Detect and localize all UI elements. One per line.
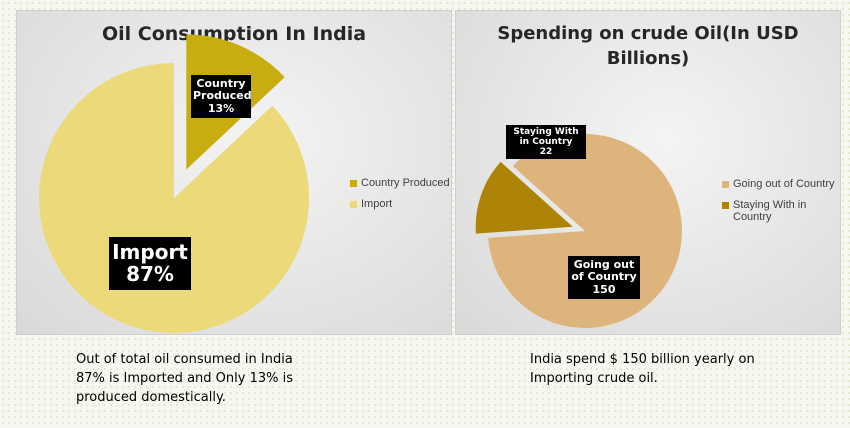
- caption-oil-consumption: Out of total oil consumed in India 87% i…: [76, 352, 293, 405]
- legend-label: Country Produced: [361, 177, 450, 189]
- legend-label: Staying With in Country: [733, 199, 807, 223]
- legend-label: Import: [361, 198, 393, 210]
- legend-item-staying-within-country: Staying With in Country: [722, 199, 842, 223]
- legend-label: Going out of Country: [733, 178, 835, 190]
- legend-swatch: [350, 180, 357, 187]
- data-label-country-produced: Country Produced 13%: [191, 75, 252, 118]
- legend-item-import: Import: [350, 198, 450, 210]
- pie-chart-oil-consumption: [38, 34, 309, 333]
- legend-item-country-produced: Country Produced: [350, 177, 450, 189]
- chart-title: Oil Consumption In India: [101, 23, 367, 45]
- legend-item-going-out-of-country: Going out of Country: [722, 178, 842, 190]
- data-label-import: Import 87%: [109, 237, 191, 290]
- data-label-name: Country Produced: [193, 77, 252, 103]
- chart-panel-oil-consumption: Oil Consumption In India Country Produce…: [16, 10, 452, 335]
- legend-swatch: [350, 201, 357, 208]
- chart-title: Spending on crude Oil(In USD Billions): [497, 23, 799, 69]
- data-label-value: 13%: [207, 101, 235, 115]
- chart-panel-crude-spending: Spending on crude Oil(In USD Billions) S…: [455, 10, 841, 335]
- pie-chart-crude-spending: [475, 134, 682, 328]
- data-label-value: 87%: [126, 262, 174, 287]
- pie-slice-import: [38, 63, 309, 333]
- pie-slice-staying-with-in-country: [475, 161, 573, 234]
- data-label-staying-within-country: Staying With in Country 22: [506, 125, 586, 160]
- data-label-name: Staying With in Country: [513, 127, 579, 148]
- caption-crude-spending: India spend $ 150 billion yearly on Impo…: [530, 352, 755, 386]
- data-label-value: 22: [539, 147, 553, 158]
- legend-swatch: [722, 202, 729, 209]
- legend: Country Produced Import: [350, 177, 450, 219]
- data-label-name: Import: [112, 240, 188, 264]
- legend: Going out of Country Staying With in Cou…: [722, 178, 842, 232]
- data-label-value: 150: [592, 282, 616, 296]
- data-label-going-out-of-country: Going out of Country 150: [568, 256, 640, 299]
- legend-swatch: [722, 181, 729, 188]
- data-label-name: Going out of Country: [571, 258, 637, 284]
